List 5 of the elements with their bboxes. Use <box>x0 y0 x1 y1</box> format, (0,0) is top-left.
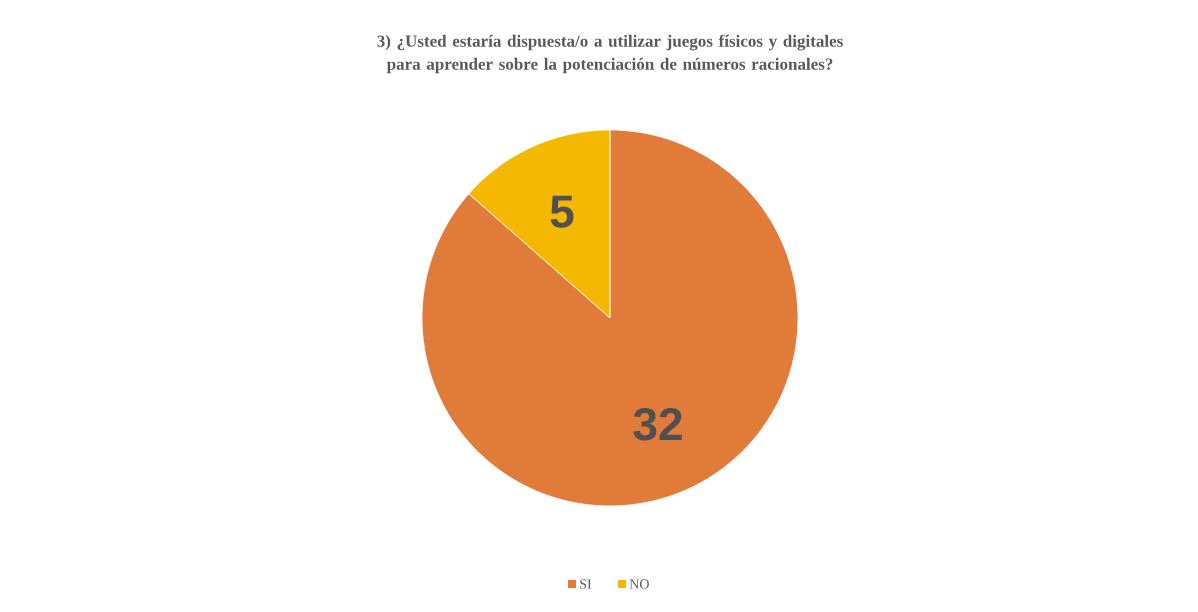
data-label: 5 <box>550 195 574 228</box>
data-label: 32 <box>633 407 682 441</box>
legend-label: SI <box>580 579 592 589</box>
chart-title: 3) ¿Usted estaría dispuesta/o a utilizar juegos físicos y digitales para aprender sobre la potenciación de números racionales? <box>377 34 843 74</box>
legend-label: NO <box>629 579 649 589</box>
